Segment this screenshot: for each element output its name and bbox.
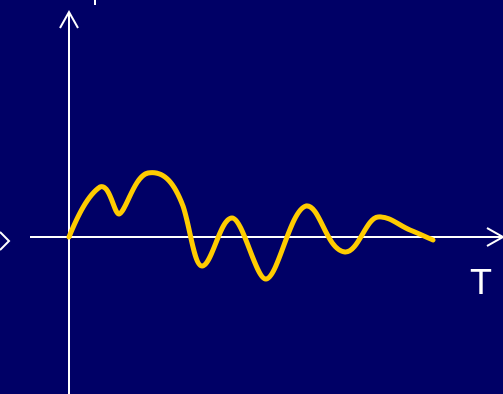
y-axis-arrowhead — [59, 9, 79, 29]
x-axis-arrowhead — [486, 227, 503, 247]
x-axis-label: T — [470, 261, 492, 302]
signal-waveform — [66, 170, 436, 282]
left-edge-arrow-fragment — [0, 231, 11, 251]
